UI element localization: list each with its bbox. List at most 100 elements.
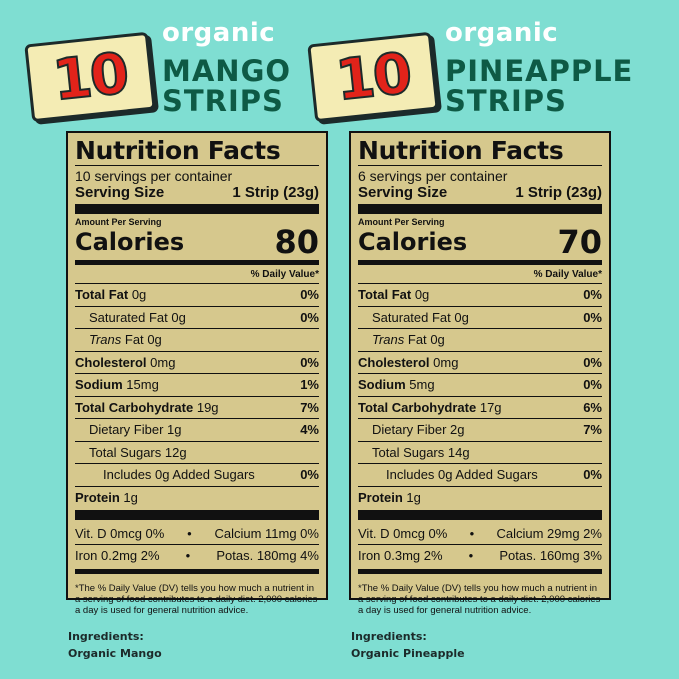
saturated-fat-dv: 0% bbox=[583, 309, 602, 325]
vitamin-d-calcium-row: Vit. D 0mcg 0% • Calcium 11mg 0% bbox=[75, 523, 319, 544]
divider-medium bbox=[358, 260, 602, 265]
serving-size: Serving Size 1 Strip (23g) bbox=[358, 184, 602, 202]
sodium-amount: 5mg bbox=[409, 377, 435, 392]
divider-thick bbox=[75, 204, 319, 214]
bullet-separator: • bbox=[185, 548, 191, 563]
servings-per-container: 6 servings per container bbox=[358, 168, 508, 184]
sodium-amount: 15mg bbox=[126, 377, 159, 392]
saturated-fat-label: Saturated Fat bbox=[89, 309, 168, 325]
cholesterol-label: Cholesterol bbox=[75, 354, 147, 370]
product-name-line1: MANGO bbox=[162, 54, 292, 88]
ingredients-label: Ingredients: bbox=[351, 630, 427, 643]
divider-thick-bottom bbox=[75, 510, 319, 520]
trans-label: Trans bbox=[372, 332, 405, 347]
cholesterol-label: Cholesterol bbox=[358, 354, 430, 370]
iron-potassium-row: Iron 0.3mg 2% • Potas. 160mg 3% bbox=[358, 544, 602, 566]
nutrition-facts-title: Nutrition Facts bbox=[75, 136, 281, 165]
serving-size-value: 1 Strip (23g) bbox=[515, 184, 602, 201]
total-carbohydrate-amount: 17g bbox=[479, 399, 502, 415]
trans-fat-row: Trans Fat 0g bbox=[358, 328, 602, 351]
pineapple-panel: 10 organic PINEAPPLE STRIPS Nutrition Fa… bbox=[283, 0, 632, 679]
added-sugars-row: Includes 0g Added Sugars 0% bbox=[358, 463, 602, 486]
protein-amount: 1g bbox=[406, 489, 421, 505]
vitamin-d: Vit. D 0mcg 0% bbox=[358, 526, 448, 541]
ingredients-label: Ingredients: bbox=[68, 630, 144, 643]
total-fat-amount: 0g bbox=[414, 287, 430, 302]
added-sugars-label: Includes 0g Added Sugars bbox=[386, 467, 538, 482]
total-sugars-label: Total Sugars bbox=[89, 444, 162, 460]
trans-fat-label: Fat bbox=[124, 332, 144, 347]
bullet-separator: • bbox=[468, 548, 474, 563]
trans-label: Trans bbox=[89, 332, 122, 347]
sodium-dv: 0% bbox=[583, 377, 602, 392]
total-fat-amount: 0g bbox=[131, 287, 147, 302]
product-name-line2: STRIPS bbox=[445, 84, 567, 118]
organic-label: organic bbox=[162, 18, 276, 48]
saturated-fat-amount: 0g bbox=[454, 309, 469, 325]
cholesterol-amount: 0mg bbox=[433, 354, 459, 370]
dietary-fiber-label: Dietary Fiber bbox=[372, 422, 447, 437]
product-name-line1: PINEAPPLE bbox=[445, 54, 634, 88]
bullet-separator: • bbox=[469, 526, 475, 541]
serving-size-label: Serving Size bbox=[75, 184, 165, 201]
divider-thick bbox=[358, 204, 602, 214]
total-carbohydrate-label: Total Carbohydrate bbox=[358, 399, 477, 415]
saturated-fat-row: Saturated Fat 0g 0% bbox=[358, 305, 602, 329]
iron-potassium-row: Iron 0.2mg 2% • Potas. 180mg 4% bbox=[75, 544, 319, 566]
total-carbohydrate-row: Total Carbohydrate 19g 7% bbox=[75, 395, 319, 419]
serving-size-label: Serving Size bbox=[358, 184, 448, 201]
daily-value-footnote: *The % Daily Value (DV) tells you how mu… bbox=[358, 583, 601, 616]
nutrition-facts-label: Nutrition Facts 10 servings per containe… bbox=[66, 131, 328, 616]
count-badge: 10 bbox=[307, 31, 439, 123]
daily-value-header: % Daily Value* bbox=[533, 269, 602, 280]
total-fat-dv: 0% bbox=[300, 287, 319, 302]
total-fat-row: Total Fat 0g 0% bbox=[75, 283, 319, 306]
calories-row: Calories 80 bbox=[75, 223, 319, 261]
divider-thick-bottom bbox=[358, 510, 602, 520]
dietary-fiber-label: Dietary Fiber bbox=[89, 422, 164, 437]
calories-value: 80 bbox=[274, 223, 319, 261]
saturated-fat-dv: 0% bbox=[300, 309, 319, 325]
ingredients: Ingredients: Organic Mango bbox=[68, 628, 162, 662]
trans-fat-label: Fat bbox=[407, 332, 427, 347]
calories-row: Calories 70 bbox=[358, 226, 602, 258]
potassium: Potas. 160mg 3% bbox=[499, 548, 602, 563]
sodium-label: Sodium bbox=[75, 377, 123, 392]
product-name-line2: STRIPS bbox=[162, 84, 284, 118]
serving-size-value: 1 Strip (23g) bbox=[232, 184, 319, 201]
ingredients-list: Organic Mango bbox=[68, 647, 162, 660]
protein-amount: 1g bbox=[123, 489, 138, 505]
product-name: MANGO STRIPS bbox=[162, 56, 291, 116]
saturated-fat-amount: 0g bbox=[171, 309, 186, 325]
organic-label: organic bbox=[445, 18, 559, 48]
amount-per-serving: Amount Per Serving bbox=[75, 217, 162, 227]
serving-size: Serving Size 1 Strip (23g) bbox=[75, 184, 319, 202]
total-fat-label: Total Fat bbox=[358, 287, 412, 302]
bullet-separator: • bbox=[187, 526, 192, 541]
divider-medium-bottom bbox=[358, 569, 602, 574]
cholesterol-amount: 0mg bbox=[150, 354, 176, 370]
total-sugars-amount: 12g bbox=[164, 444, 187, 460]
total-carbohydrate-label: Total Carbohydrate bbox=[75, 399, 194, 415]
iron: Iron 0.2mg 2% bbox=[75, 548, 160, 563]
protein-label: Protein bbox=[75, 489, 120, 505]
dietary-fiber-row: Dietary Fiber 2g 7% bbox=[358, 418, 602, 441]
nutrition-facts-title: Nutrition Facts bbox=[358, 136, 564, 165]
ingredients: Ingredients: Organic Pineapple bbox=[351, 628, 465, 662]
total-carbohydrate-dv: 7% bbox=[300, 399, 319, 415]
sodium-row: Sodium 5mg 0% bbox=[358, 373, 602, 396]
cholesterol-row: Cholesterol 0mg 0% bbox=[358, 350, 602, 374]
servings-per-container: 10 servings per container bbox=[75, 168, 233, 184]
total-sugars-amount: 14g bbox=[447, 444, 470, 460]
vitamin-d: Vit. D 0mcg 0% bbox=[75, 526, 165, 541]
total-fat-label: Total Fat bbox=[75, 287, 129, 302]
mango-panel: 10 organic MANGO STRIPS Nutrition Facts … bbox=[0, 0, 330, 679]
trans-fat-amount: 0g bbox=[147, 332, 162, 347]
potassium: Potas. 180mg 4% bbox=[216, 548, 319, 563]
cholesterol-dv: 0% bbox=[300, 354, 319, 370]
vitamin-d-calcium-row: Vit. D 0mcg 0% • Calcium 29mg 2% bbox=[358, 523, 602, 544]
product-name: PINEAPPLE STRIPS bbox=[445, 56, 633, 116]
added-sugars-row: Includes 0g Added Sugars 0% bbox=[75, 463, 319, 486]
trans-fat-row: Trans Fat 0g bbox=[75, 328, 319, 351]
amount-per-serving: Amount Per Serving bbox=[358, 217, 445, 227]
